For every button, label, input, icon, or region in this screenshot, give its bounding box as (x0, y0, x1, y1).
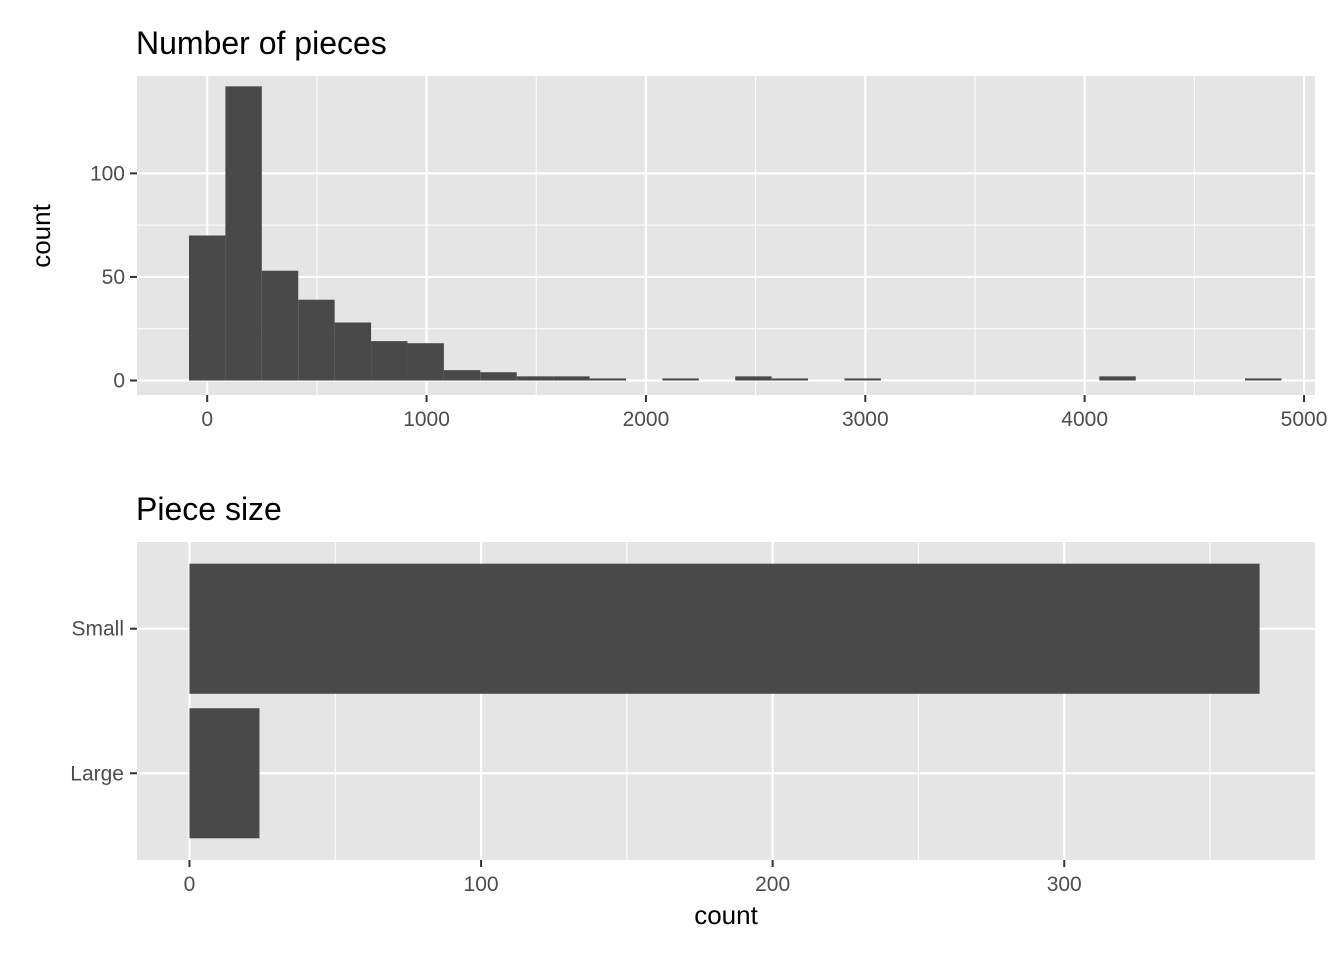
piece-size-axes: Small Large 0 100 200 300 (70, 618, 1081, 896)
histogram-x-tick-label: 1000 (403, 408, 450, 431)
histogram-bar (371, 341, 408, 381)
piece-size-chart: Piece size Small Large 0 100 200 300 count (70, 491, 1315, 930)
histogram-bar (735, 376, 772, 381)
histogram-bar (1245, 378, 1282, 381)
piece-size-bar-small (189, 563, 1260, 694)
histogram-bars (188, 86, 1282, 381)
histogram-bar (516, 376, 554, 381)
histogram-bar (771, 378, 809, 381)
piece-size-x-tick-label: 300 (1047, 873, 1082, 896)
histogram-y-tick-label: 0 (113, 370, 125, 393)
piece-size-y-tick-label: Small (71, 618, 124, 641)
piece-size-x-axis-title: count (694, 900, 758, 930)
histogram-bar (407, 343, 444, 381)
histogram-bar (844, 378, 881, 381)
piece-size-bar-large (189, 708, 260, 839)
piece-size-x-tick-label: 100 (464, 873, 499, 896)
histogram-title: Number of pieces (136, 25, 387, 61)
histogram-bar (298, 299, 335, 381)
piece-size-x-tick-label: 0 (184, 873, 196, 896)
histogram-bar (188, 235, 226, 381)
histogram-x-tick-label: 5000 (1281, 408, 1328, 431)
histogram-chart: Number of pieces 0 1000 2000 3000 4000 5000 0 5… (26, 25, 1327, 431)
piece-size-x-tick-label: 200 (755, 873, 790, 896)
histogram-bar (553, 376, 590, 381)
histogram-axes: 0 1000 2000 3000 4000 5000 0 50 100 (90, 162, 1327, 431)
histogram-y-tick-label: 100 (90, 162, 125, 185)
histogram-x-tick-label: 3000 (842, 408, 889, 431)
histogram-bar (480, 372, 517, 381)
histogram-bar (334, 322, 372, 381)
histogram-x-tick-label: 0 (201, 408, 213, 431)
histogram-bar (662, 378, 699, 381)
histogram-bar (443, 370, 481, 381)
histogram-bar (1099, 376, 1136, 381)
histogram-x-tick-label: 2000 (623, 408, 670, 431)
histogram-bar (589, 378, 626, 381)
piece-size-y-tick-label: Large (70, 762, 124, 785)
histogram-bar (261, 270, 299, 381)
histogram-gridlines (137, 76, 1315, 395)
histogram-x-tick-label: 4000 (1061, 408, 1108, 431)
piece-size-bars (189, 563, 1260, 839)
histogram-bar (225, 86, 262, 381)
histogram-y-tick-label: 50 (102, 266, 125, 289)
histogram-y-axis-title: count (26, 203, 56, 267)
piece-size-title: Piece size (136, 491, 282, 527)
